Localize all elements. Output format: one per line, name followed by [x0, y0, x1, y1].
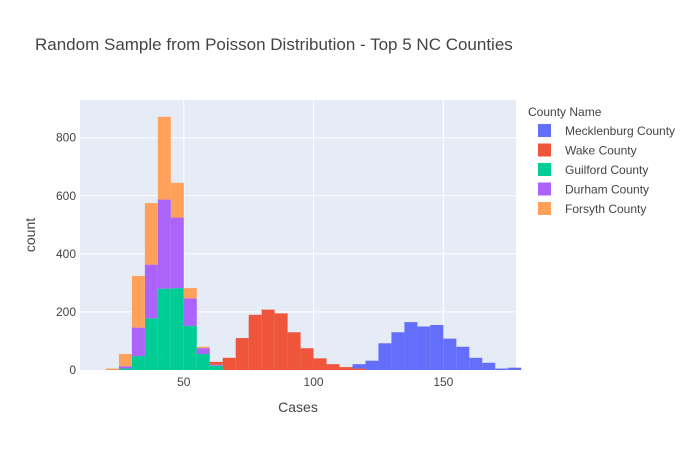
- histogram-bar: [443, 338, 457, 370]
- legend-swatch[interactable]: [538, 163, 551, 176]
- histogram-bar: [261, 309, 275, 370]
- histogram-bar: [170, 182, 184, 218]
- x-tick-label: 150: [433, 375, 453, 389]
- histogram-bar: [196, 354, 210, 370]
- histogram-bar: [183, 288, 197, 299]
- histogram-bar: [495, 368, 509, 370]
- histogram-bar: [456, 346, 470, 370]
- x-tick-label: 100: [304, 375, 324, 389]
- histogram-bar: [365, 360, 379, 370]
- legend-label[interactable]: Mecklenburg County: [565, 124, 675, 138]
- y-tick-label: 200: [56, 305, 76, 319]
- histogram-bar: [118, 368, 132, 370]
- y-axis-ticks: 0 200 400 600 800: [56, 131, 76, 377]
- histogram-bar: [209, 361, 223, 365]
- histogram-bar: [274, 313, 288, 370]
- histogram-bar: [196, 348, 210, 355]
- histogram-bar: [417, 326, 431, 370]
- histogram-bar: [235, 338, 249, 370]
- histogram-bar: [118, 366, 132, 369]
- histogram-bar: [209, 364, 223, 366]
- legend-swatch[interactable]: [538, 124, 551, 137]
- histogram-bar: [144, 264, 158, 319]
- histogram-bar: [391, 332, 405, 370]
- histogram-bar: [352, 368, 366, 370]
- histogram-bar: [196, 346, 210, 349]
- histogram-bar: [287, 332, 301, 370]
- histogram-bar: [105, 368, 119, 370]
- x-axis-title: Cases: [278, 399, 318, 415]
- histogram-bar: [352, 364, 366, 369]
- legend-label[interactable]: Wake County: [565, 144, 637, 158]
- histogram-bar: [157, 199, 171, 289]
- legend-title: County Name: [528, 105, 602, 119]
- legend-swatch[interactable]: [538, 202, 551, 215]
- histogram-bar: [248, 314, 262, 370]
- histogram-bar: [209, 365, 223, 370]
- legend: County Name Mecklenburg County Wake Count…: [528, 105, 675, 216]
- histogram-bar: [378, 343, 392, 370]
- histogram-bar: [170, 288, 184, 370]
- histogram-bar: [157, 116, 171, 200]
- histogram-bar: [482, 362, 496, 370]
- histogram-bar: [183, 325, 197, 370]
- legend-swatch[interactable]: [538, 143, 551, 157]
- legend-label[interactable]: Guilford County: [565, 163, 648, 177]
- chart-title: Random Sample from Poisson Distribution …: [35, 35, 513, 54]
- y-axis-title: count: [22, 218, 38, 252]
- histogram-bar: [131, 356, 145, 370]
- x-tick-label: 50: [177, 375, 191, 389]
- histogram-bar: [508, 367, 522, 370]
- histogram-bar: [222, 357, 236, 370]
- histogram-bar: [118, 354, 132, 367]
- histogram-bar: [144, 203, 158, 265]
- histogram-bar: [469, 357, 483, 370]
- histogram-bar: [144, 318, 158, 370]
- histogram-bar: [404, 322, 418, 370]
- histogram-bar: [131, 275, 145, 328]
- histogram-bar: [183, 298, 197, 326]
- histogram-bar: [430, 325, 444, 370]
- y-tick-label: 600: [56, 189, 76, 203]
- y-tick-label: 800: [56, 131, 76, 145]
- histogram-bar: [157, 288, 171, 370]
- histogram-bar: [170, 217, 184, 289]
- histogram-bar: [339, 367, 353, 370]
- histogram-bar: [326, 364, 340, 370]
- bars: [105, 116, 522, 370]
- y-tick-label: 0: [69, 363, 76, 377]
- legend-swatch[interactable]: [538, 182, 551, 196]
- x-axis-ticks: 50 100 150: [177, 375, 454, 389]
- legend-label[interactable]: Forsyth County: [565, 202, 646, 216]
- histogram-bar: [131, 327, 145, 357]
- y-tick-label: 400: [56, 247, 76, 261]
- legend-label[interactable]: Durham County: [565, 183, 649, 197]
- histogram-bar: [313, 358, 327, 370]
- histogram-bar: [300, 348, 314, 370]
